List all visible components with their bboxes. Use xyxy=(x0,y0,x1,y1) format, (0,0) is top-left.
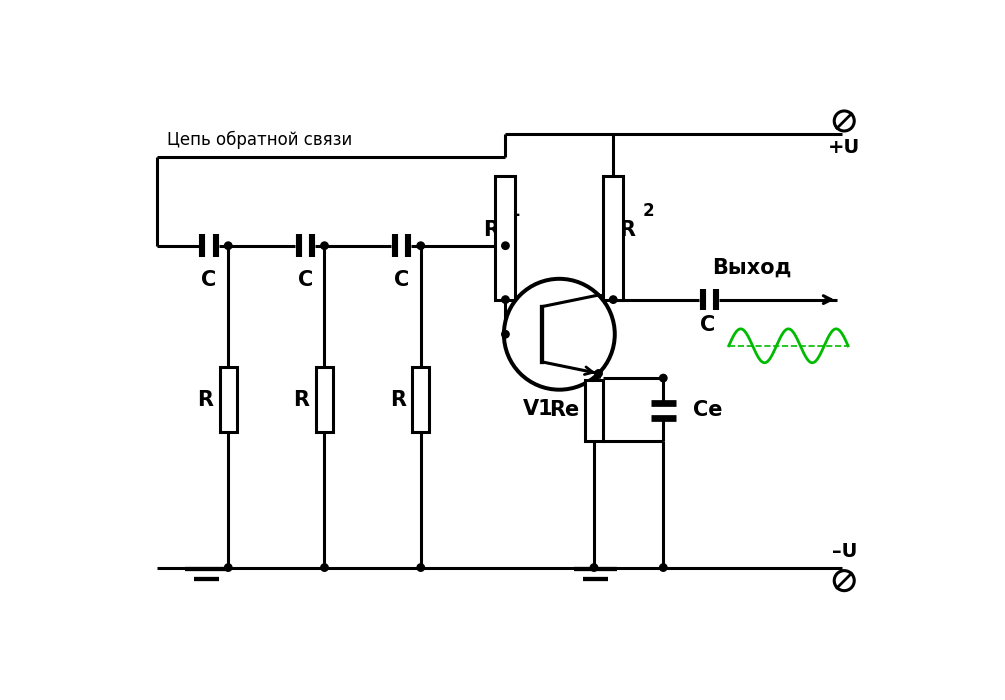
Bar xyxy=(412,367,429,433)
Circle shape xyxy=(417,242,424,249)
Circle shape xyxy=(610,296,617,303)
Circle shape xyxy=(590,564,598,571)
Text: 1: 1 xyxy=(509,202,520,220)
Circle shape xyxy=(834,570,854,591)
Text: C: C xyxy=(297,270,313,290)
Text: 2: 2 xyxy=(642,202,654,220)
Text: Ce: Ce xyxy=(692,400,722,421)
Bar xyxy=(316,367,333,433)
Text: C: C xyxy=(201,270,217,290)
Text: R: R xyxy=(390,390,406,410)
Text: –U: –U xyxy=(831,542,857,561)
Text: C: C xyxy=(394,270,409,290)
Circle shape xyxy=(834,111,854,131)
Text: C: C xyxy=(700,315,716,335)
Text: Цепь обратной связи: Цепь обратной связи xyxy=(167,131,352,150)
Circle shape xyxy=(501,296,510,303)
Circle shape xyxy=(224,242,232,249)
Text: V1: V1 xyxy=(523,399,553,419)
Text: Выход: Выход xyxy=(713,258,792,278)
Circle shape xyxy=(659,374,667,382)
Text: R: R xyxy=(293,390,310,410)
Circle shape xyxy=(501,330,510,338)
Text: Re: Re xyxy=(550,400,580,421)
Circle shape xyxy=(504,279,615,390)
Bar xyxy=(603,176,623,300)
Circle shape xyxy=(321,564,329,571)
Text: R: R xyxy=(619,220,634,240)
Text: +U: +U xyxy=(828,138,860,157)
Circle shape xyxy=(417,564,424,571)
Text: R: R xyxy=(197,390,213,410)
Text: R: R xyxy=(483,220,499,240)
Bar xyxy=(495,176,516,300)
Circle shape xyxy=(595,370,602,377)
Circle shape xyxy=(224,564,232,571)
Circle shape xyxy=(321,242,329,249)
Circle shape xyxy=(659,564,667,571)
Bar xyxy=(220,367,237,433)
Circle shape xyxy=(501,242,510,249)
Bar xyxy=(585,379,603,441)
